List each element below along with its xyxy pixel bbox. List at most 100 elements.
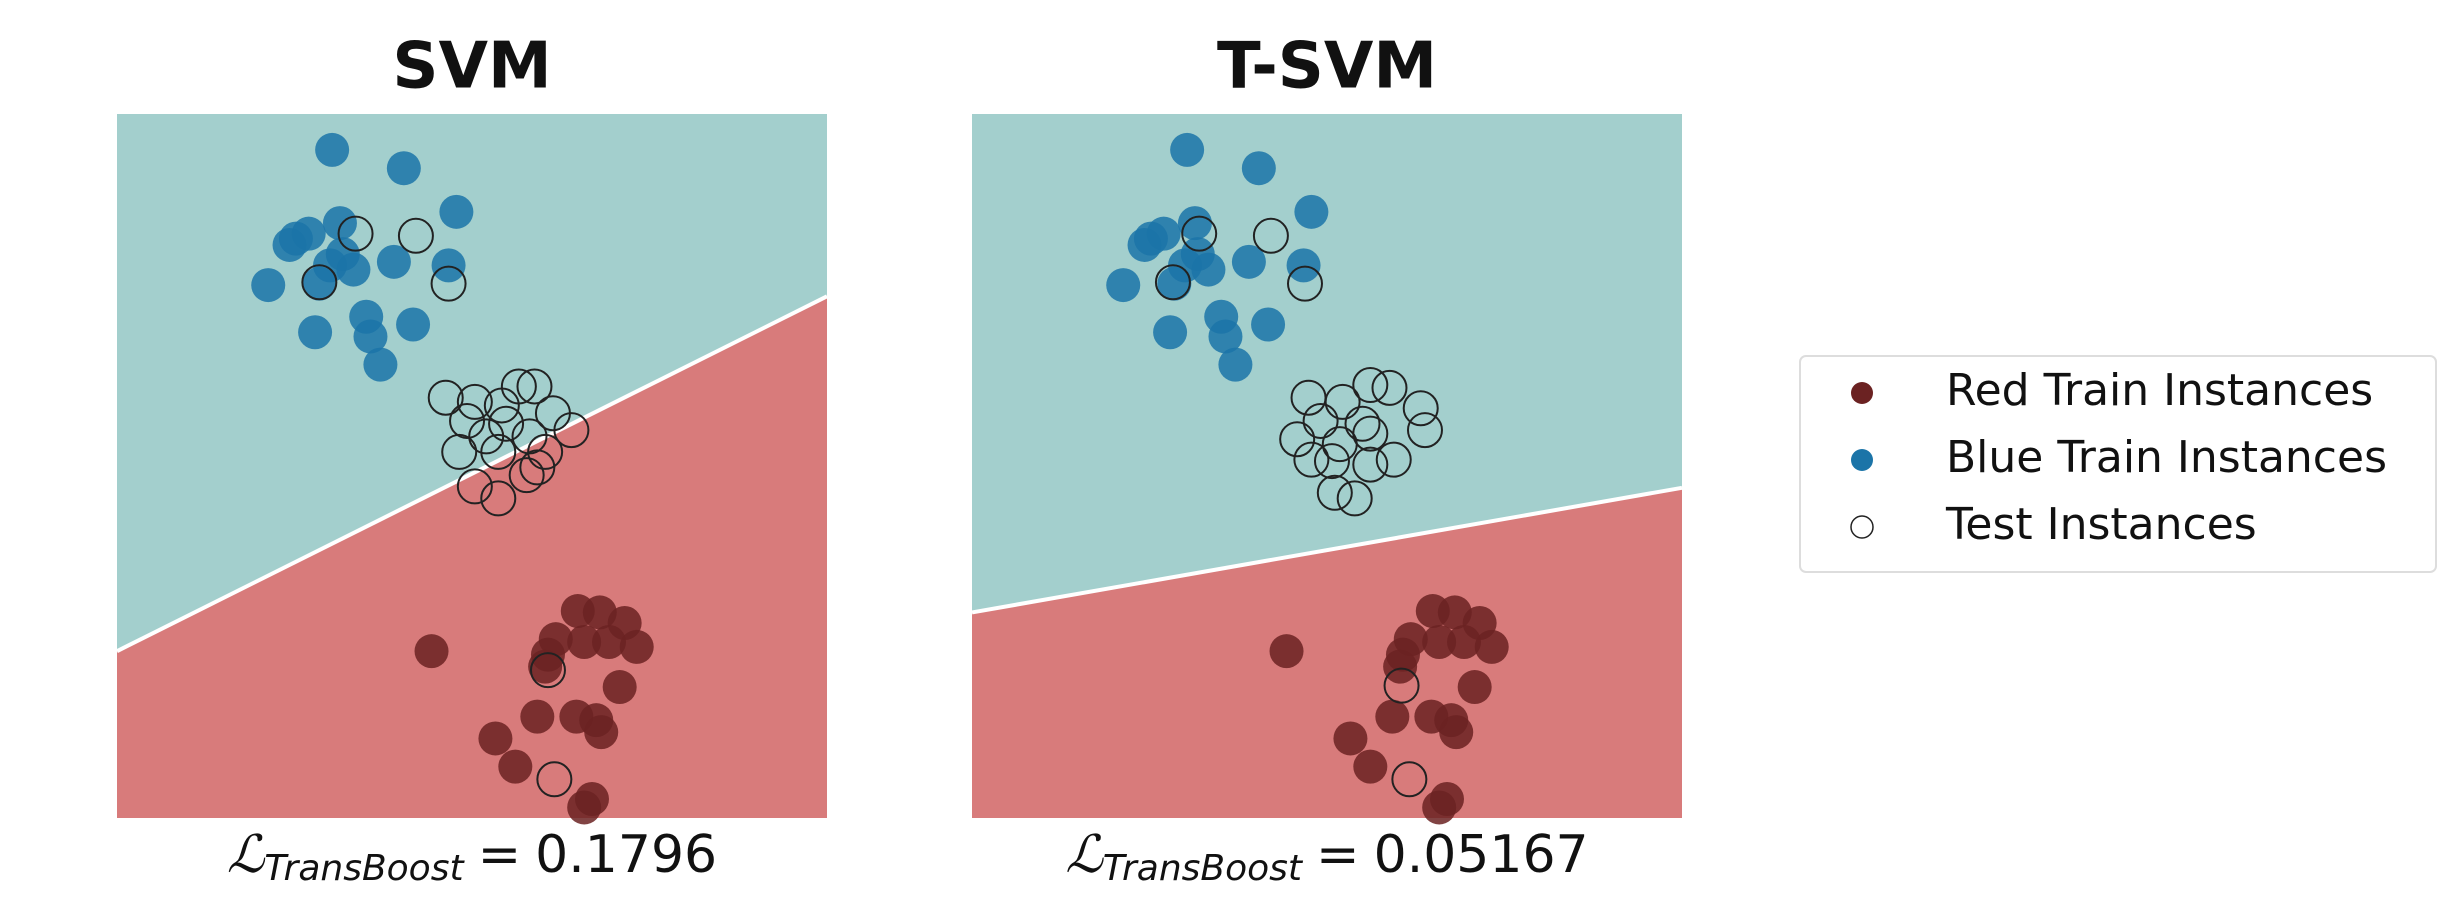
train-point — [291, 216, 326, 251]
test-point — [1316, 474, 1353, 511]
train-point — [1218, 347, 1253, 382]
loss-subscript: TransBoost — [1103, 848, 1304, 889]
test-point — [553, 412, 590, 449]
test-point — [480, 480, 517, 517]
test-point — [427, 379, 464, 416]
train-point — [1146, 216, 1181, 251]
legend-label: Test Instances — [1945, 499, 2257, 550]
train-point — [592, 625, 627, 659]
train-point — [322, 206, 357, 241]
test-point — [1391, 761, 1428, 798]
train-point — [439, 194, 474, 229]
test-point — [1406, 412, 1443, 449]
train-point — [298, 315, 333, 350]
train-point — [363, 347, 398, 382]
test-point — [1324, 383, 1361, 420]
train-point — [530, 637, 565, 672]
train-point — [386, 151, 421, 186]
legend-label: Red Train Instances — [1946, 365, 2373, 416]
test-point — [1344, 405, 1381, 442]
train-point — [1457, 670, 1492, 705]
test-point — [1252, 217, 1289, 254]
test-point — [337, 215, 374, 252]
train-point — [1422, 625, 1457, 659]
test-point — [516, 368, 553, 405]
train-point — [353, 319, 388, 354]
test-point — [1154, 264, 1191, 301]
train-point — [1170, 132, 1205, 167]
loss-symbol: ℒ — [227, 825, 266, 885]
train-point — [1231, 244, 1266, 279]
test-point — [488, 405, 525, 442]
train-point — [315, 132, 350, 167]
test-point — [1286, 265, 1323, 302]
test-point — [1402, 390, 1439, 427]
train-point — [1439, 715, 1474, 750]
loss-value: 0.05167 — [1374, 825, 1589, 885]
train-point — [1241, 151, 1276, 186]
train-point — [1353, 749, 1388, 784]
test-point — [1336, 480, 1373, 517]
test-point — [397, 217, 434, 254]
test-point — [500, 368, 537, 405]
test-point — [449, 402, 486, 439]
test-point — [529, 652, 566, 689]
test-point — [527, 433, 564, 470]
test-point — [480, 433, 517, 470]
train-point — [1375, 699, 1410, 734]
train-point — [1385, 637, 1420, 672]
chart-title: T-SVM — [1217, 30, 1437, 104]
train-point — [431, 248, 466, 283]
decision-boundary — [971, 485, 1683, 615]
train-point — [498, 749, 533, 784]
train-point — [1474, 629, 1509, 664]
train-point — [1251, 307, 1286, 342]
test-point — [1279, 421, 1316, 458]
loss-caption: ℒTransBoost = 0.05167 — [1065, 825, 1588, 890]
train-point — [1153, 315, 1188, 350]
legend-label: Blue Train Instances — [1946, 432, 2387, 483]
train-point — [520, 699, 555, 734]
train-point — [396, 307, 431, 342]
test-point — [1375, 441, 1412, 478]
test-point — [519, 449, 556, 486]
train-point — [1208, 319, 1243, 354]
train-point — [567, 790, 602, 825]
test-point — [536, 761, 573, 798]
region-lower — [117, 296, 827, 818]
decision-boundary — [116, 294, 828, 653]
train-point — [1447, 625, 1482, 659]
chart-title: SVM — [392, 30, 551, 104]
test-point — [511, 418, 548, 455]
test-point — [430, 265, 467, 302]
train-point — [1286, 248, 1321, 283]
train-point — [1269, 634, 1304, 669]
loss-equals: = — [478, 825, 522, 885]
train-point — [1168, 248, 1202, 283]
legend-marker — [1851, 449, 1873, 471]
test-point — [1352, 415, 1389, 452]
test-point — [1313, 443, 1350, 480]
loss-subscript: TransBoost — [264, 848, 465, 889]
train-point — [1177, 206, 1212, 241]
train-point — [1294, 194, 1329, 229]
train-point — [478, 721, 513, 756]
test-point — [508, 457, 545, 494]
test-point — [1371, 369, 1408, 406]
test-point — [441, 433, 478, 470]
train-point — [602, 670, 637, 705]
test-point — [1383, 667, 1420, 704]
test-point — [1352, 446, 1389, 483]
train-point — [376, 244, 411, 279]
train-point — [584, 715, 619, 750]
legend-box — [1799, 355, 2437, 573]
test-point — [1302, 402, 1339, 439]
train-point — [619, 629, 654, 664]
loss-symbol: ℒ — [1065, 825, 1104, 885]
train-point — [251, 268, 286, 303]
test-point — [1352, 367, 1389, 404]
loss-value: 0.1796 — [535, 825, 717, 885]
test-point — [456, 468, 493, 505]
train-point — [567, 625, 602, 659]
